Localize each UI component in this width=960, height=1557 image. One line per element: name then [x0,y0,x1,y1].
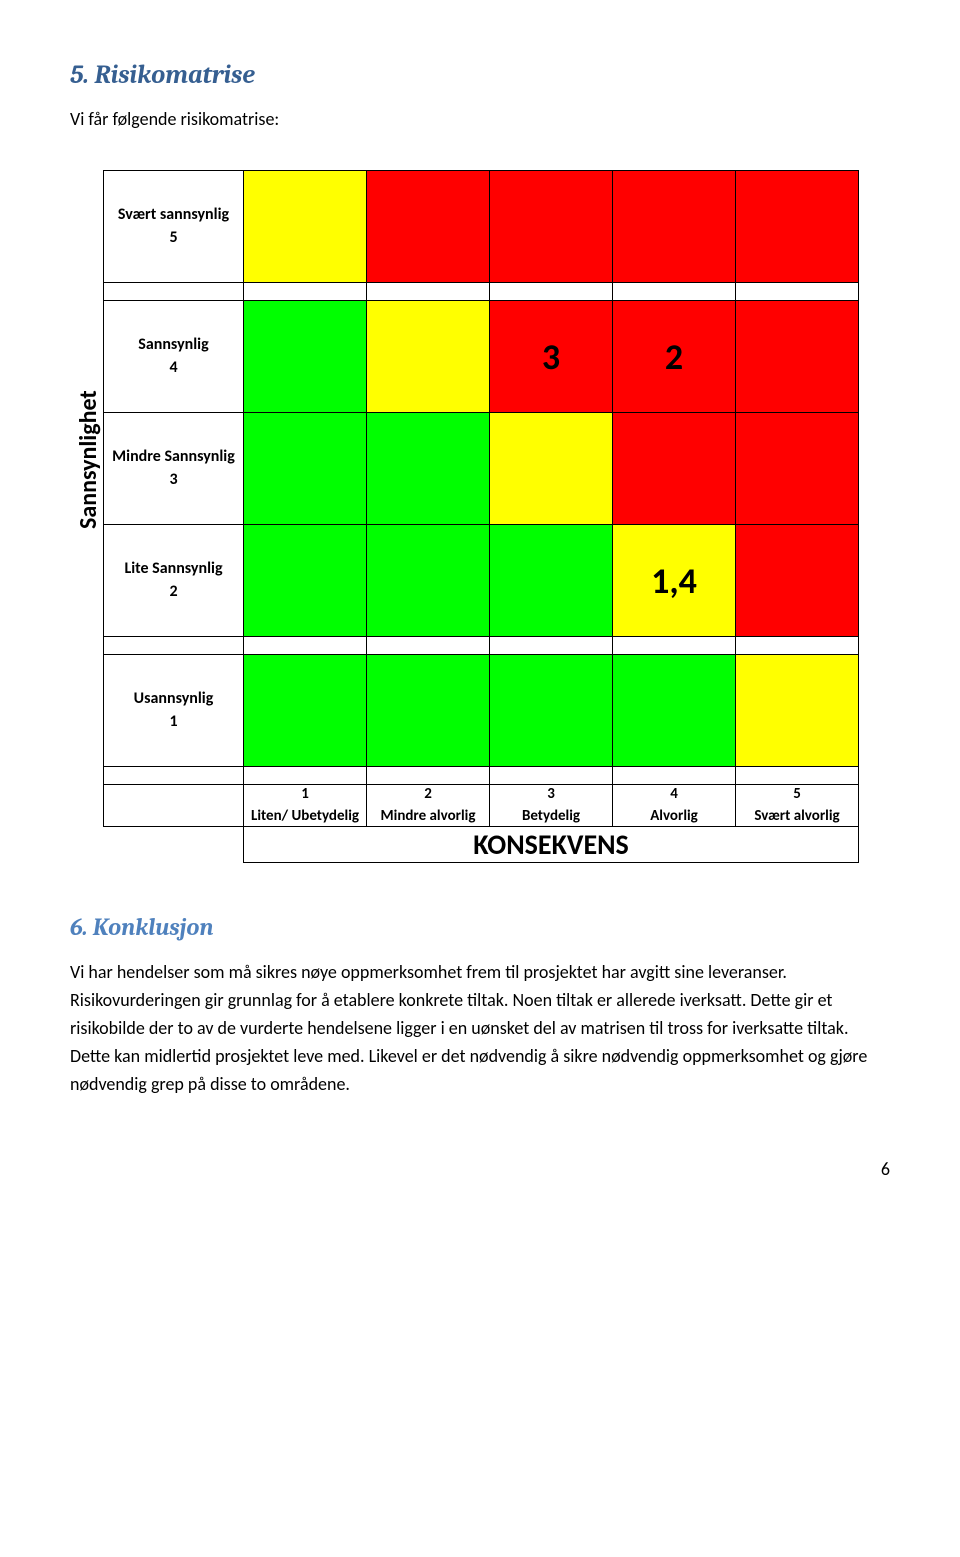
x-axis-label: KONSEKVENS [244,827,859,863]
matrix-cell [736,171,859,283]
matrix-cell [244,525,367,637]
matrix-cell [244,655,367,767]
matrix-cell [244,301,367,413]
matrix-cell [613,655,736,767]
matrix-cell [367,413,490,525]
matrix-cell [244,171,367,283]
row-label: Mindre Sannsynlig3 [104,413,244,525]
matrix-cell: 1,4 [613,525,736,637]
matrix-table: Svært sannsynlig5 Sannsynlig4 32 Mindre San… [103,170,859,863]
y-axis-label: Sannsynlighet [70,330,103,590]
matrix-cell [736,525,859,637]
matrix-cell [736,655,859,767]
row-label: Sannsynlig4 [104,301,244,413]
intro-text: Vi får følgende risikomatrise: [70,108,890,130]
matrix-cell [367,301,490,413]
section-5-heading: 5. Risikomatrise [70,60,890,90]
corner-cell [104,785,244,827]
section-6-heading: 6. Konklusjon [70,913,890,941]
row-label: Usannsynlig1 [104,655,244,767]
col-label: 2Mindre alvorlig [367,785,490,827]
conclusion-text: Vi har hendelser som må sikres nøye oppm… [70,959,890,1098]
matrix-cell [736,301,859,413]
row-label: Lite Sannsynlig2 [104,525,244,637]
matrix-cell: 2 [613,301,736,413]
page-number: 6 [70,1158,890,1180]
matrix-cell [367,655,490,767]
matrix-cell [736,413,859,525]
col-label: 3Betydelig [490,785,613,827]
matrix-cell [244,413,367,525]
col-label: 4Alvorlig [613,785,736,827]
risk-matrix: Sannsynlighet Svært sannsynlig5 Sannsynli… [70,170,890,863]
matrix-cell [613,413,736,525]
matrix-cell: 3 [490,301,613,413]
matrix-cell [490,413,613,525]
matrix-cell [613,171,736,283]
matrix-cell [490,655,613,767]
matrix-cell [490,525,613,637]
matrix-cell [367,525,490,637]
col-label: 1Liten/ Ubetydelig [244,785,367,827]
col-label: 5Svært alvorlig [736,785,859,827]
row-label: Svært sannsynlig5 [104,171,244,283]
matrix-cell [490,171,613,283]
matrix-cell [367,171,490,283]
